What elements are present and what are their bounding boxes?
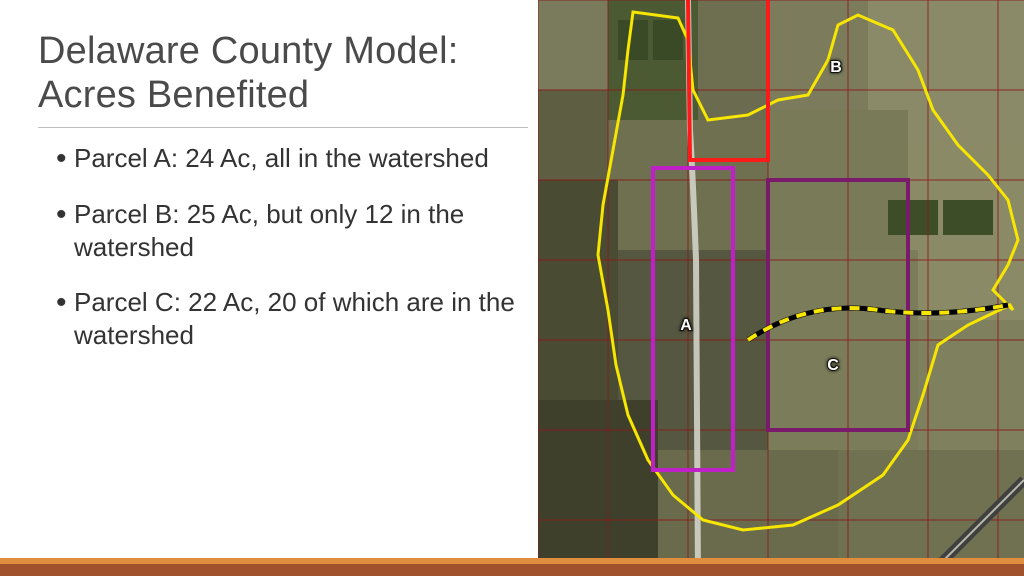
svg-text:B: B — [830, 59, 842, 76]
parcel-map: A B C — [538, 0, 1024, 576]
bullet-item: Parcel B: 25 Ac, but only 12 in the wate… — [60, 198, 528, 265]
svg-text:A: A — [680, 317, 692, 334]
slide-title: Delaware County Model: Acres Benefited — [38, 30, 528, 117]
slide: Delaware County Model: Acres Benefited P… — [0, 0, 1024, 576]
map-panel: A B C — [538, 0, 1024, 576]
bullet-item: Parcel C: 22 Ac, 20 of which are in the … — [60, 286, 528, 353]
svg-text:C: C — [827, 357, 839, 374]
footer-accent — [0, 558, 1024, 576]
bullet-list: Parcel A: 24 Ac, all in the watershed Pa… — [38, 142, 528, 352]
title-divider — [38, 127, 528, 128]
footer-accent-bottom — [0, 564, 1024, 576]
text-panel: Delaware County Model: Acres Benefited P… — [0, 0, 538, 576]
bullet-item: Parcel A: 24 Ac, all in the watershed — [60, 142, 528, 175]
